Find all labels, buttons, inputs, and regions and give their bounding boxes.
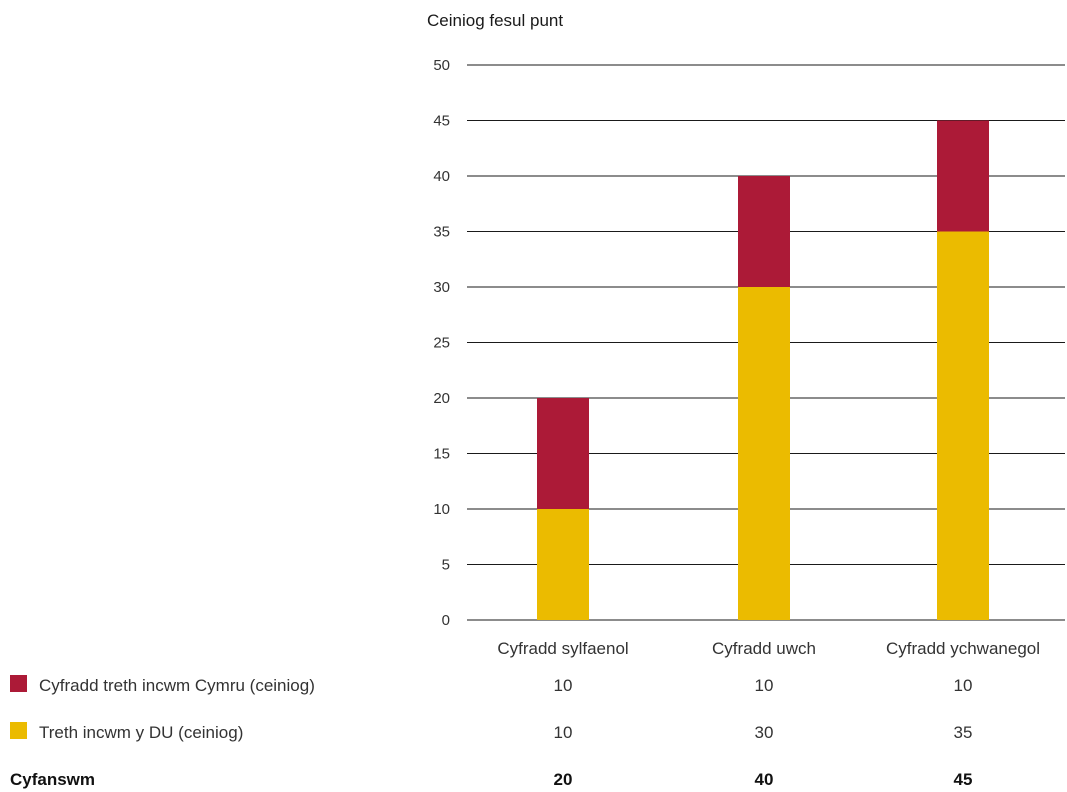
table-cell: 10	[554, 723, 573, 742]
table-cell: 40	[755, 770, 774, 789]
y-tick-labels: 0 5 10 15 20 25 30 35 40 45 50	[433, 57, 450, 629]
legend-label: Treth incwm y DU (ceiniog)	[39, 723, 243, 742]
legend-swatch	[10, 722, 27, 739]
bar-segment	[738, 287, 790, 620]
bar-segment	[937, 120, 989, 232]
x-category-labels: Cyfradd sylfaenol Cyfradd uwch Cyfradd ych…	[497, 639, 1040, 658]
x-category-label: Cyfradd uwch	[712, 639, 816, 658]
table-cell: 45	[954, 770, 973, 789]
bar-segment	[937, 231, 989, 620]
y-tick-label: 35	[433, 224, 450, 241]
y-tick-label: 10	[433, 501, 450, 518]
y-tick-label: 15	[433, 446, 450, 463]
y-tick-label: 20	[433, 390, 450, 407]
y-tick-label: 5	[442, 557, 450, 574]
table-cell: 30	[755, 723, 774, 742]
y-tick-label: 30	[433, 279, 450, 296]
table-cell: 10	[554, 676, 573, 695]
table-total-label: Cyfanswm	[10, 770, 95, 789]
bar-segment	[537, 398, 589, 509]
table-cell: 20	[554, 770, 573, 789]
y-tick-label: 40	[433, 168, 450, 185]
bar-segment	[537, 509, 589, 620]
y-axis-title: Ceiniog fesul punt	[427, 11, 563, 30]
table-cell: 10	[755, 676, 774, 695]
table-cell: 10	[954, 676, 973, 695]
legend-swatch	[10, 675, 27, 692]
y-tick-label: 45	[433, 113, 450, 130]
legend-label: Cyfradd treth incwm Cymru (ceiniog)	[39, 676, 315, 695]
table-cell: 35	[954, 723, 973, 742]
x-category-label: Cyfradd ychwanegol	[886, 639, 1040, 658]
bar-segment	[738, 176, 790, 287]
x-category-label: Cyfradd sylfaenol	[497, 639, 628, 658]
y-tick-label: 25	[433, 335, 450, 352]
y-tick-label: 50	[433, 57, 450, 74]
data-table: Cyfradd treth incwm Cymru (ceiniog) 10 10 1…	[10, 675, 972, 789]
y-tick-label: 0	[442, 612, 450, 629]
bars	[537, 120, 989, 620]
